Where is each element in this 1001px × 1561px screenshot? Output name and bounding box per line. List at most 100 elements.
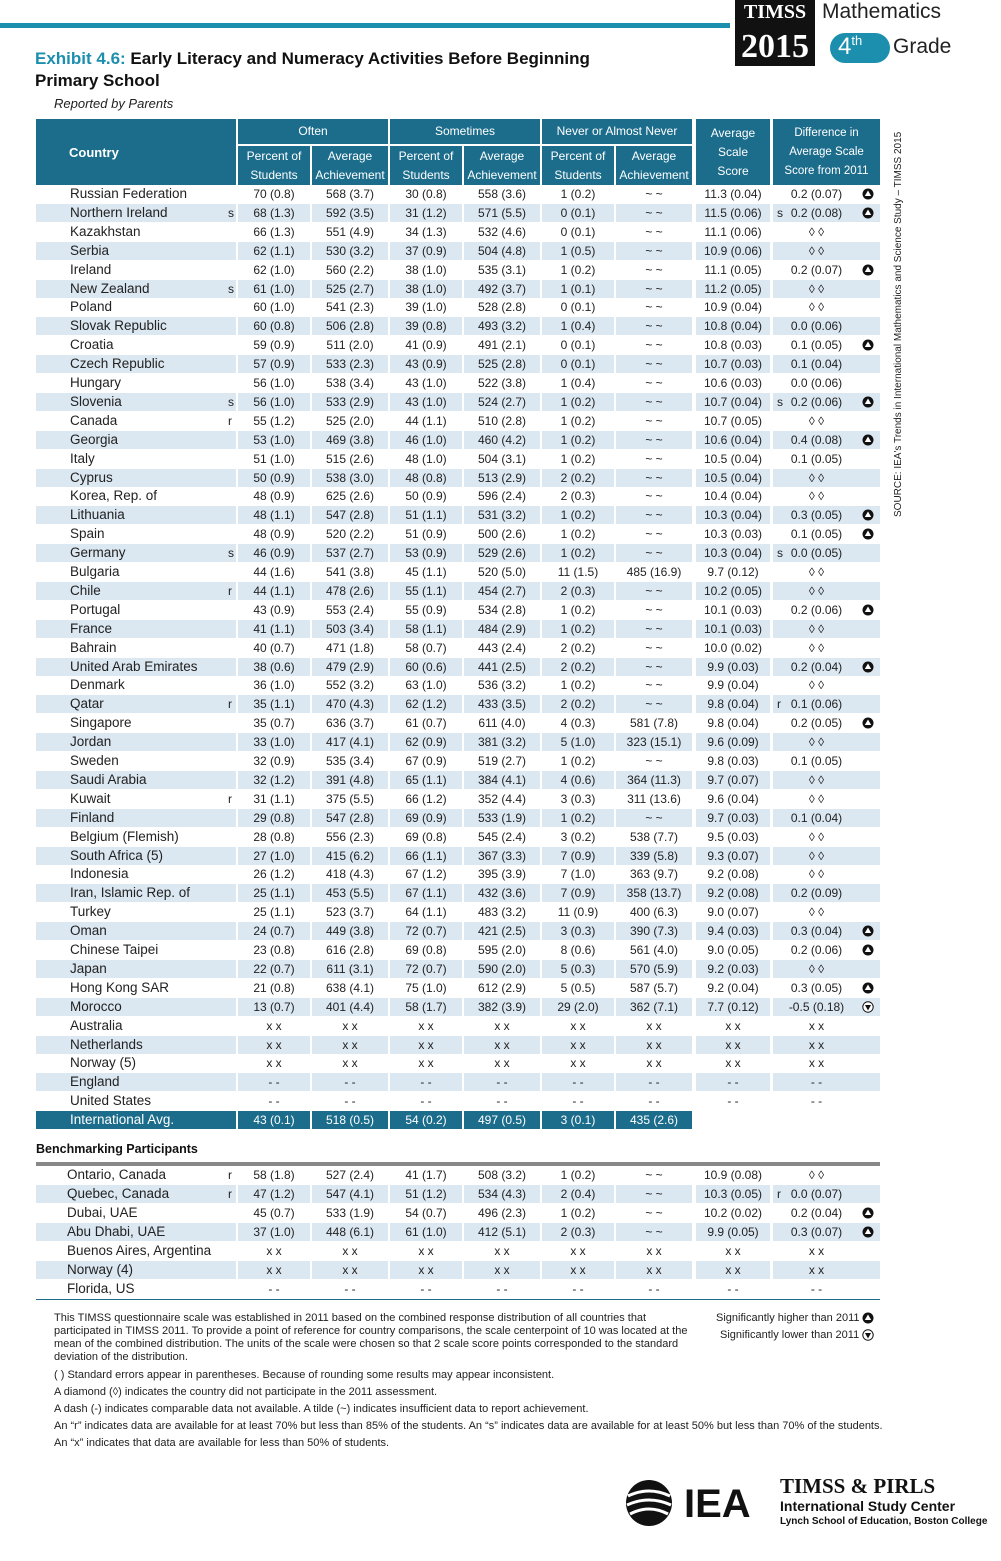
row-shade [773, 241, 880, 260]
row-shade [390, 279, 462, 298]
row-shade [696, 997, 770, 1016]
row-shade [696, 392, 770, 411]
school: Lynch School of Education, Boston Colleg… [780, 1516, 988, 1527]
value: 56 (1.0) [253, 394, 295, 409]
value: ~ ~ [645, 243, 663, 258]
value: ~ ~ [645, 621, 663, 636]
row-shade [312, 581, 388, 600]
row-shade [696, 203, 770, 222]
row-shade [312, 430, 388, 449]
row-shade [542, 581, 614, 600]
value: ◊ ◊ [808, 961, 825, 976]
value: 58 (1.7) [405, 999, 447, 1014]
grade-number: 4th [838, 33, 862, 61]
value: x x [646, 1244, 662, 1258]
value: x x [646, 1018, 662, 1033]
row-shade [464, 581, 540, 600]
value: ~ ~ [645, 659, 663, 674]
value: - - [496, 1094, 508, 1109]
row-shade [542, 279, 614, 298]
value: ◊ ◊ [808, 905, 825, 920]
row-shade [464, 203, 540, 222]
value: 511 (2.0) [326, 338, 374, 353]
row-shade [464, 1261, 540, 1279]
grade: Grade [893, 35, 952, 58]
row-shade [238, 241, 310, 260]
value: 9.6 (0.04) [707, 791, 759, 806]
value: 58 (1.1) [405, 621, 447, 636]
country: Turkey [70, 904, 111, 920]
value: 0.1 (0.05) [790, 451, 843, 466]
value: 62 (1.2) [405, 697, 447, 712]
value: 400 (6.3) [629, 905, 679, 920]
value: 525 (2.8) [477, 357, 527, 372]
value: 525 (2.0) [325, 413, 375, 428]
value: 0.2 (0.04) [790, 1206, 843, 1220]
logo-box [735, 0, 815, 66]
value: 33 (1.0) [253, 735, 295, 750]
country-note: s [228, 546, 234, 561]
value: ~ ~ [645, 413, 663, 428]
value: x x [725, 1244, 741, 1258]
country: Georgia [70, 431, 119, 447]
value: x x [266, 1018, 282, 1033]
row-shade [464, 695, 540, 714]
intl-value: 54 (0.2) [405, 1113, 447, 1128]
value: ◊ ◊ [808, 281, 825, 296]
value: 68 (1.3) [253, 205, 295, 220]
value: 571 (5.5) [477, 205, 527, 220]
value: ~ ~ [645, 376, 663, 390]
row-shade [390, 619, 462, 638]
exhibit-title: Exhibit 4.6: Early Literacy and Numeracy… [35, 48, 635, 92]
row-shade [773, 392, 880, 411]
value: 48 (0.8) [405, 470, 447, 485]
row-shade [696, 1185, 770, 1203]
row-shade [542, 317, 614, 336]
country: Qatar [70, 696, 104, 712]
row-shade [36, 430, 236, 449]
country: New Zealand [70, 280, 150, 296]
value: x x [342, 1037, 358, 1052]
value: 616 (2.8) [325, 943, 375, 957]
country: Singapore [70, 715, 132, 731]
country: United States [70, 1093, 152, 1109]
value: ◊ ◊ [808, 621, 825, 636]
value: 531 (3.2) [477, 508, 527, 523]
value: 492 (3.7) [477, 281, 527, 296]
row-shade [773, 997, 880, 1016]
value: 45 (1.1) [405, 565, 447, 579]
row-shade [696, 581, 770, 600]
value: ◊ ◊ [808, 224, 825, 239]
value: 3 (0.3) [560, 791, 596, 806]
col-group: Never or Almost Never [542, 119, 692, 144]
row-shade [773, 657, 880, 676]
value: 1 (0.2) [560, 602, 596, 617]
bench-title: Benchmarking Participants [36, 1142, 198, 1156]
value: 323 (15.1) [626, 735, 682, 750]
legend-lower: Significantly lower than 2011 [720, 1329, 860, 1341]
row-shade [464, 997, 540, 1016]
row-shade [616, 241, 692, 260]
value: 9.9 (0.04) [707, 678, 759, 693]
row-shade [390, 733, 462, 752]
value: 50 (0.9) [405, 489, 447, 504]
value: 561 (4.0) [629, 943, 679, 957]
value: 533 (2.9) [325, 394, 375, 409]
value: 479 (2.9) [325, 659, 375, 674]
row-shade [238, 1073, 310, 1092]
row-shade [696, 695, 770, 714]
row-shade [696, 317, 770, 336]
intl-bg [312, 1111, 388, 1130]
value: 54 (0.7) [405, 1206, 447, 1220]
value: 32 (1.2) [253, 772, 295, 787]
value: 0.2 (0.07) [790, 262, 843, 277]
row-shade [312, 203, 388, 222]
value: 10.9 (0.04) [703, 300, 763, 315]
value: 51 (1.0) [253, 451, 295, 466]
value: 538 (3.4) [325, 376, 375, 390]
intl-bg [542, 1111, 614, 1130]
value: 500 (2.6) [477, 527, 527, 542]
row-shade [542, 959, 614, 978]
country: Canada [70, 412, 118, 428]
value: 0.2 (0.06) [790, 394, 843, 409]
